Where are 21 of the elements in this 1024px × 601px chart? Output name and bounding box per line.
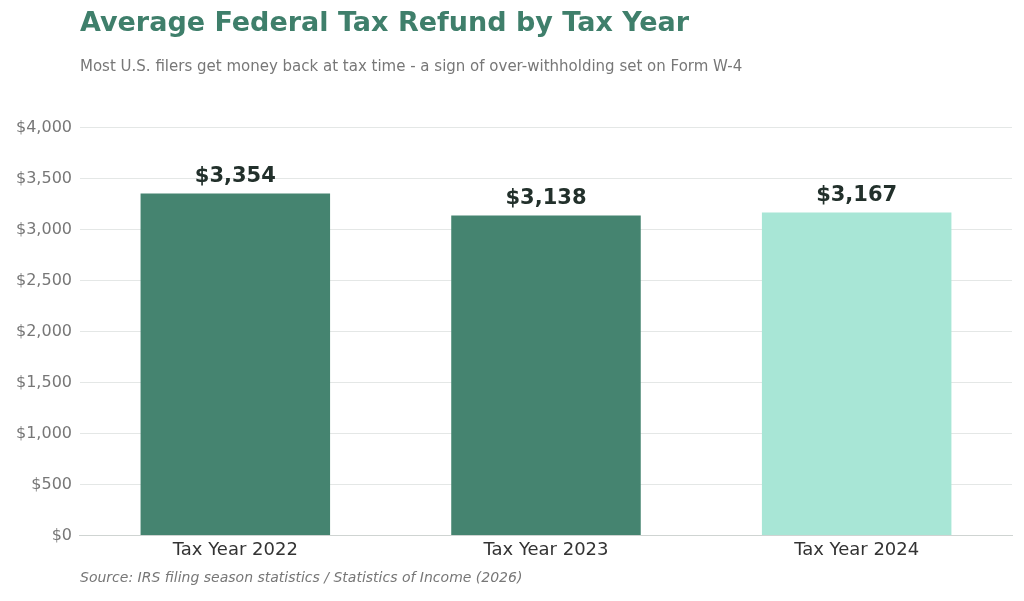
x-tick-label: Tax Year 2023 [482,537,609,559]
bar [761,212,952,535]
x-tick-label: Tax Year 2024 [793,537,920,559]
y-tick-label: $500 [31,473,72,493]
y-tick-label: $0 [51,524,72,544]
y-tick-label: $3,500 [16,167,72,187]
data-label: $3,354 [194,163,276,188]
data-label: $3,138 [505,185,587,210]
y-tick-label: $2,500 [16,269,72,289]
data-label: $3,167 [816,182,898,207]
chart-title: Average Federal Tax Refund by Tax Year [80,6,690,37]
bar [451,215,641,535]
y-tick-label: $1,000 [16,422,72,442]
y-tick-label: $4,000 [16,116,72,136]
y-tick-label: $1,500 [16,371,72,391]
y-tick-label: $3,000 [16,218,72,238]
bar [140,193,331,535]
source-note: Source: IRS filing season statistics / Statistics of Income (2026) [80,569,523,585]
chart-subtitle: Most U.S. filers get money back at tax time - a sign of over-withholding set on Form W-4 [80,57,743,75]
y-tick-label: $2,000 [16,320,72,340]
x-tick-label: Tax Year 2022 [171,537,298,559]
